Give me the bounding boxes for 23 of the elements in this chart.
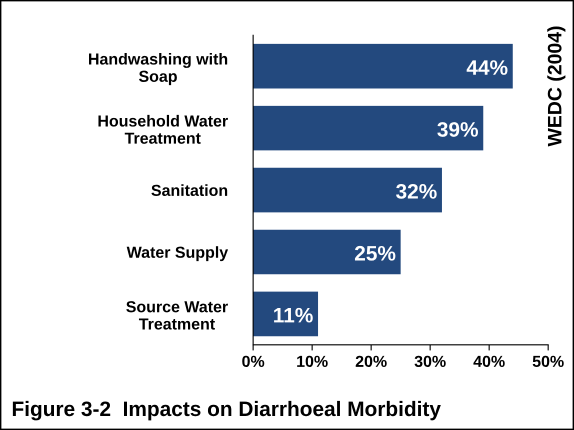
bar [253,168,442,212]
annotation: WEDC (2004) [547,26,566,146]
x-tick-label: 50% [532,356,564,368]
bar [253,106,484,150]
text: Figure 3-2 Impacts on Diarrhoeal Morbidity [12,400,441,420]
data-label: 44% [466,60,508,75]
y-tick-label: Handwashing with Soap [89,52,228,86]
bar [253,44,513,89]
x-tick-label: 0% [242,356,264,368]
x-tick-label: 20% [356,356,387,368]
x-tick-label: 10% [297,356,328,368]
y-tick-label: Water Supply [126,246,228,262]
x-tick-label: 30% [414,356,446,368]
y-tick-label: Household Water Treatment [98,114,228,144]
bar [253,292,318,336]
data-label: 32% [396,184,437,199]
data-label: 39% [437,122,478,137]
bar [253,230,401,274]
y-tick-label: Source Water Treatment [126,301,228,330]
x-tick-label: 40% [473,356,505,368]
y-tick-label: Sanitation [151,184,228,196]
data-label: 25% [354,246,396,261]
data-label: 11% [274,308,313,323]
